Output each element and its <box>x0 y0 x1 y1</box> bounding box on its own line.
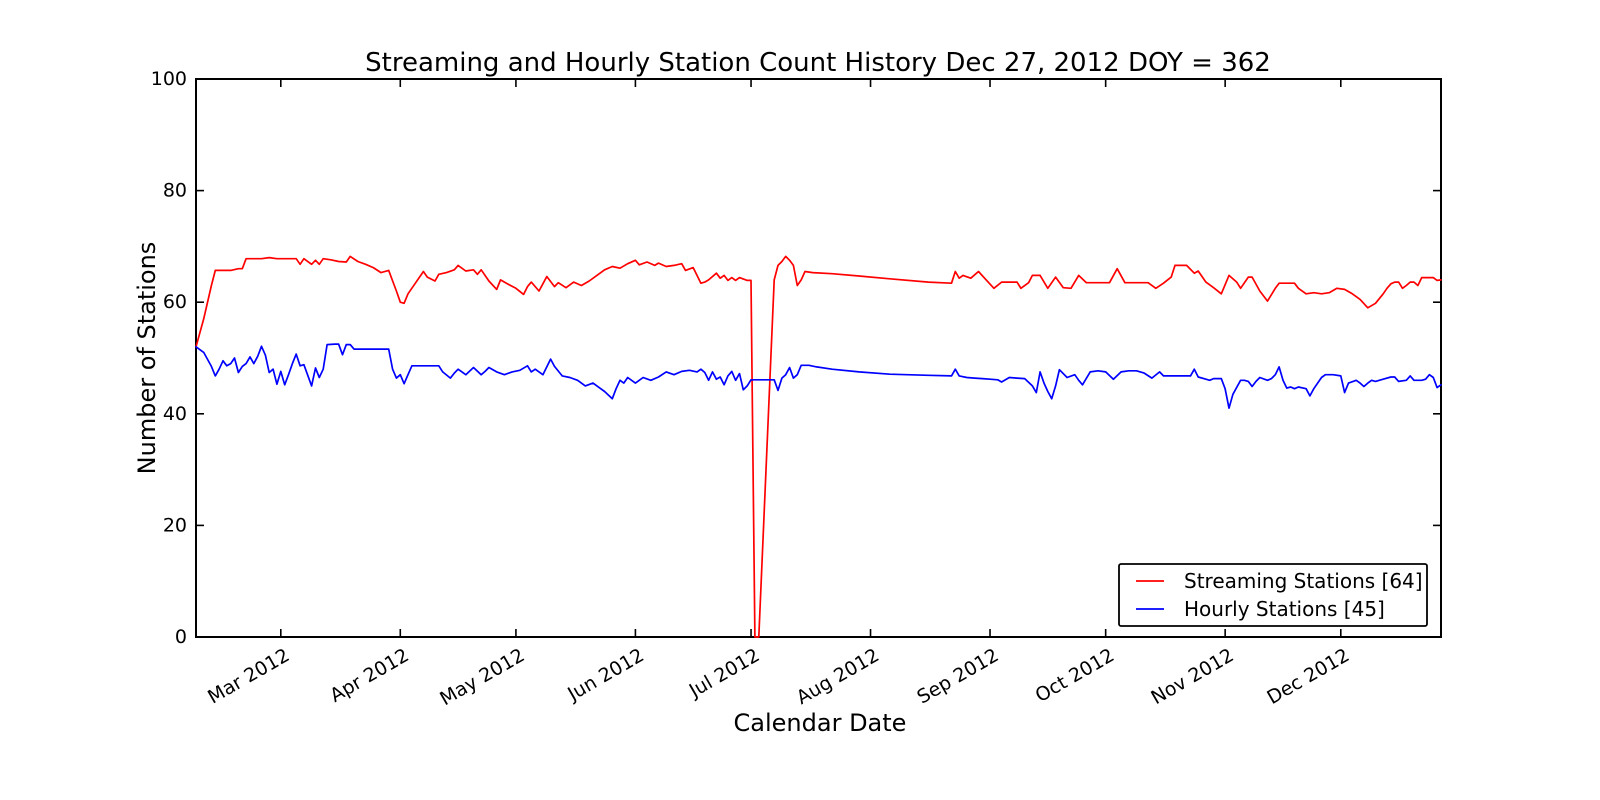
chart-title: Streaming and Hourly Station Count Histo… <box>365 48 1271 78</box>
x-tick-label: May 2012 <box>436 644 528 710</box>
x-tick-label: Nov 2012 <box>1147 644 1237 709</box>
x-axis-label: Calendar Date <box>734 709 907 737</box>
x-tick-label: Mar 2012 <box>204 644 293 708</box>
legend-label-hourly: Hourly Stations [45] <box>1184 597 1385 621</box>
y-tick-label: 20 <box>163 514 187 536</box>
x-tick-label: Apr 2012 <box>326 644 413 707</box>
streaming-stations-line <box>195 255 1442 638</box>
legend-label-streaming: Streaming Stations [64] <box>1184 569 1423 593</box>
plot-area <box>195 78 1442 638</box>
legend: Streaming Stations [64] Hourly Stations … <box>1118 563 1428 627</box>
data-series <box>195 255 1442 638</box>
y-axis-label: Number of Stations <box>133 242 161 475</box>
legend-box <box>1118 563 1428 627</box>
y-tick-label: 80 <box>163 180 187 202</box>
x-tick-label: Oct 2012 <box>1032 644 1119 707</box>
x-tick-label: Jun 2012 <box>563 644 648 706</box>
y-tick-label: 0 <box>175 626 187 648</box>
y-tick-label: 40 <box>163 403 187 425</box>
x-tick-label: Aug 2012 <box>793 644 883 709</box>
x-tick-label: Jul 2012 <box>685 644 764 702</box>
y-tick-label: 100 <box>151 68 187 90</box>
x-tick-label: Dec 2012 <box>1263 644 1353 709</box>
x-tick-label: Sep 2012 <box>913 644 1002 708</box>
hourly-stations-line <box>195 343 1442 410</box>
y-tick-label: 60 <box>163 291 187 313</box>
